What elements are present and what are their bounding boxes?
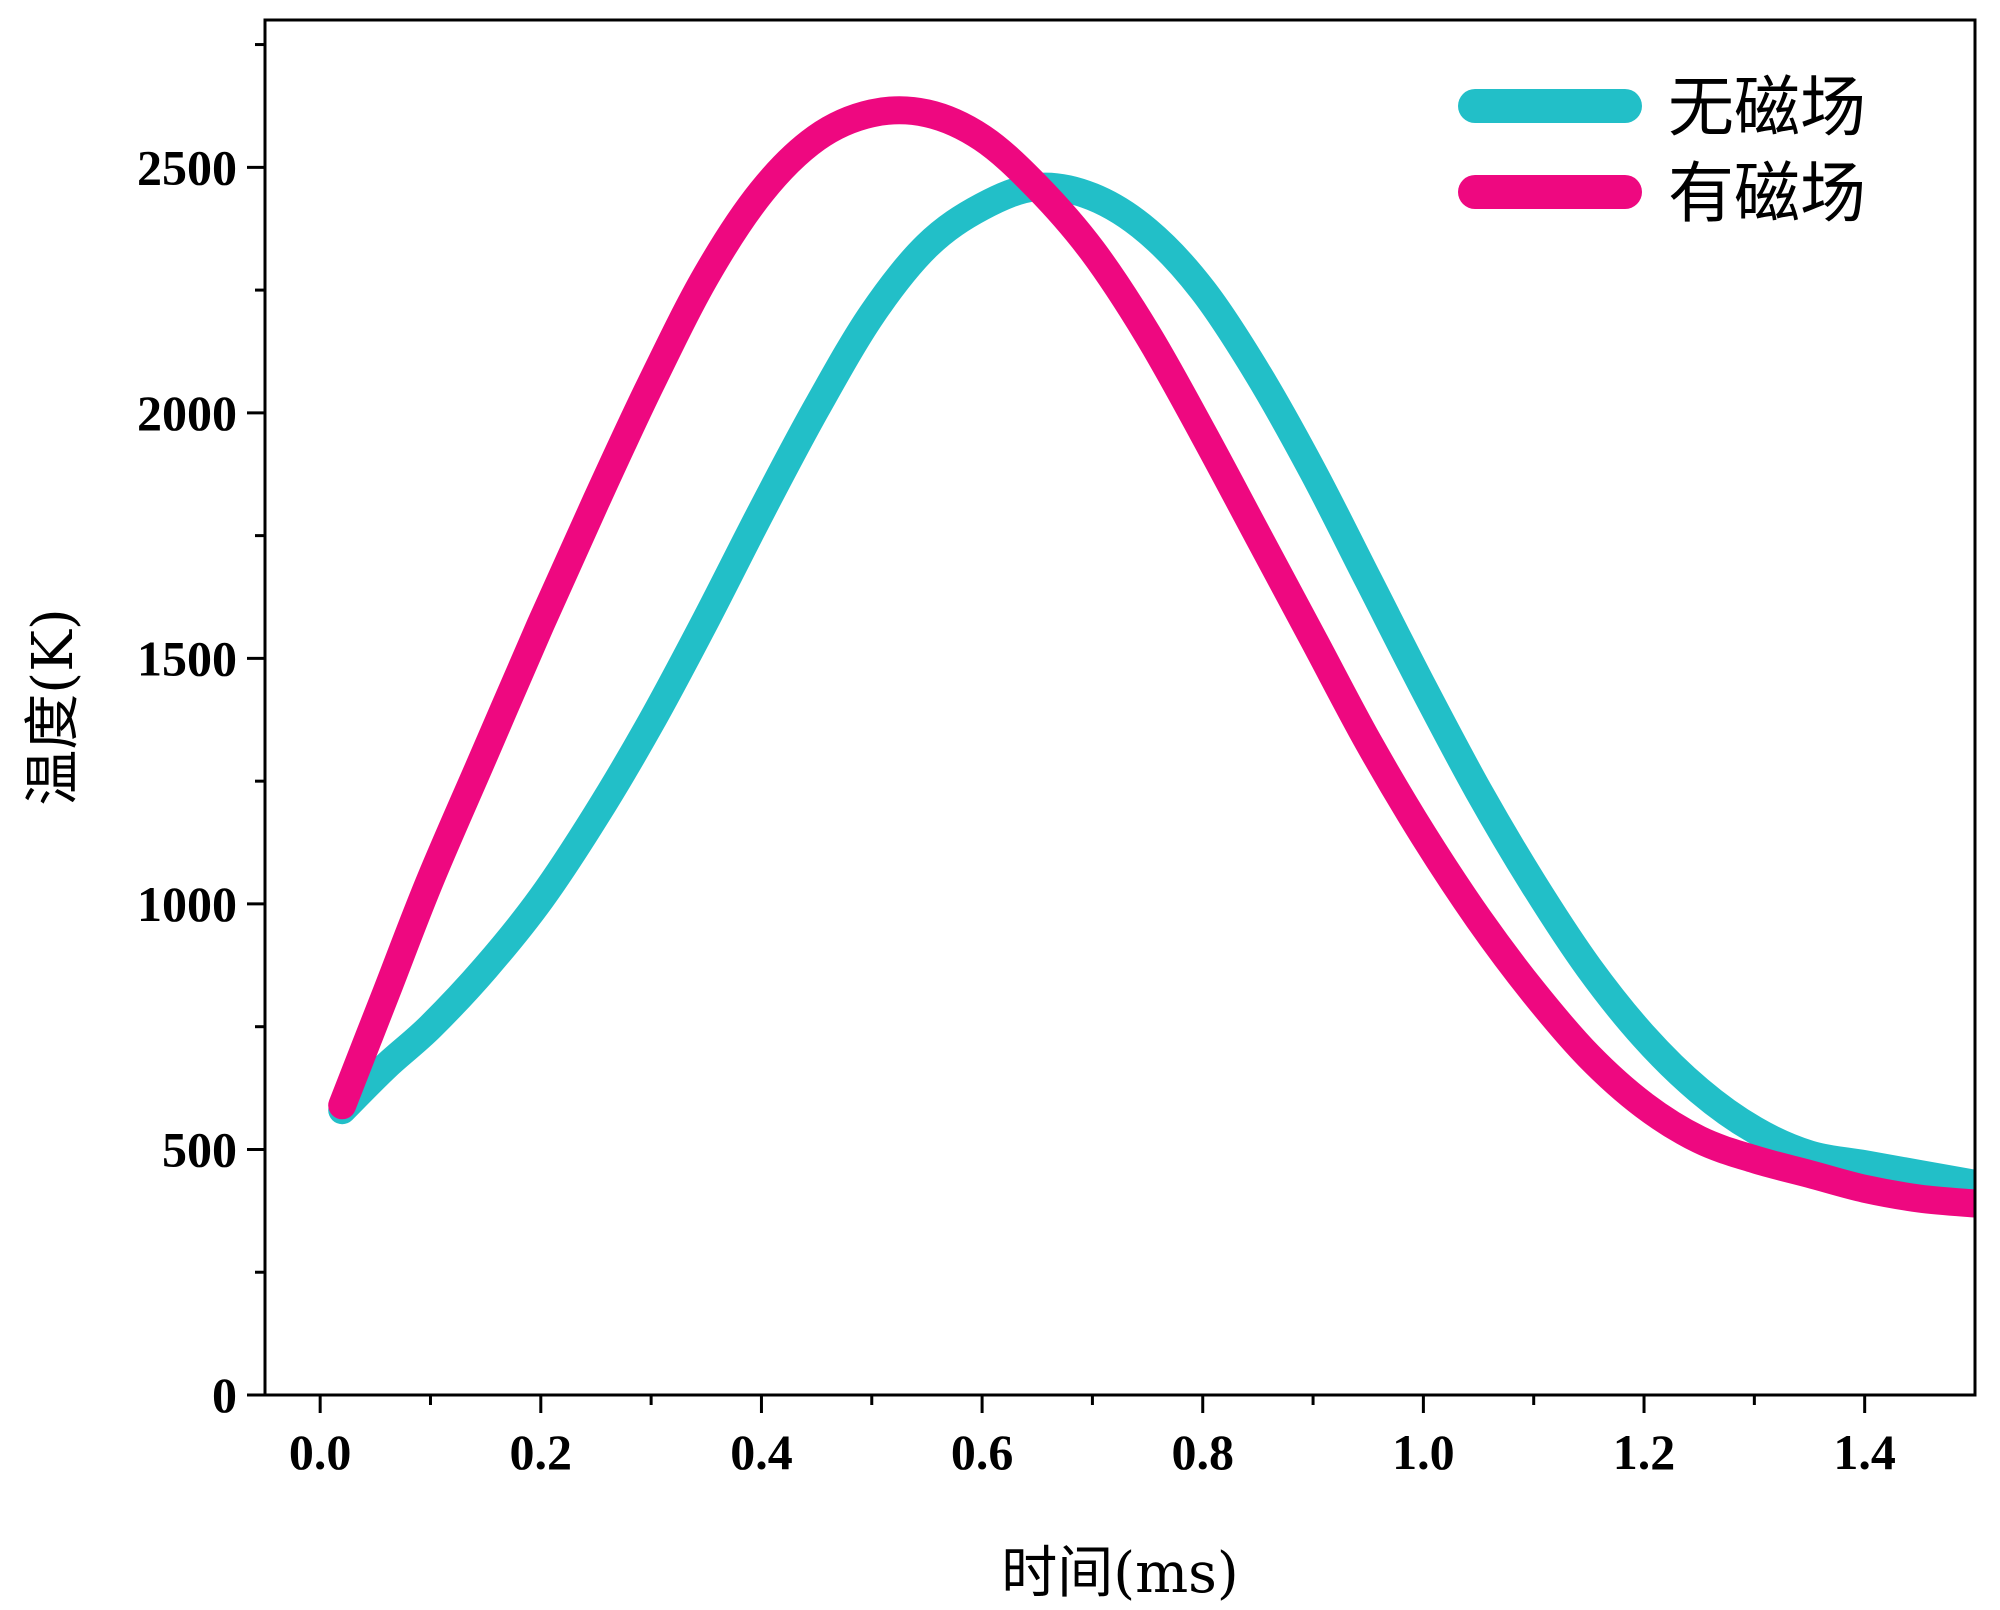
y-tick-label: 0 [212,1367,237,1423]
plot-frame [263,18,1977,1397]
x-tick-label: 0.4 [730,1424,793,1480]
x-tick-label: 0.8 [1171,1424,1234,1480]
x-tick-label: 0.0 [289,1424,352,1480]
y-tick-label: 1000 [137,876,237,932]
y-tick-label: 500 [162,1121,237,1177]
axes-layer: 0.0 0.2 0.4 0.6 0.8 1.0 1.2 1.4 0 500 1000 1500 2000… [137,43,1896,1480]
x-tick-label: 1.0 [1392,1424,1455,1480]
x-axis-title: 时间(ms) [1001,1541,1239,1606]
y-tick-label: 2500 [137,139,237,195]
x-tick-label: 1.4 [1833,1424,1896,1480]
legend-label-1: 无磁场 [1668,69,1866,146]
x-tick-label: 0.6 [951,1424,1014,1480]
x-tick-label: 0.2 [510,1424,573,1480]
series-line-1 [328,172,1975,1198]
y-tick-label: 1500 [137,630,237,686]
y-axis-title: 温度(K) [21,608,86,806]
x-tick-label: 1.2 [1613,1424,1676,1480]
series-line-2 [328,96,1975,1218]
series-layer [328,96,1975,1218]
y-tick-label: 2000 [137,385,237,441]
legend-label-2: 有磁场 [1668,155,1866,232]
